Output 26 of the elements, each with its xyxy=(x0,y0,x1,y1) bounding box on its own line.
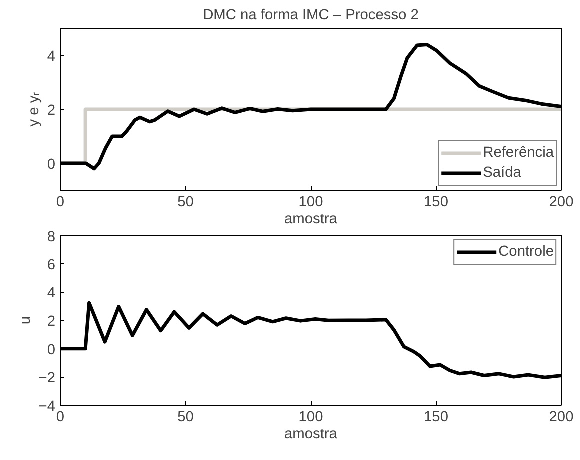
x-tick-label: 100 xyxy=(298,194,324,210)
x-tick-label: 50 xyxy=(178,194,194,210)
y-axis-title: u xyxy=(18,316,34,325)
x-tick-label: 150 xyxy=(424,194,448,210)
y-tick-label: 8 xyxy=(47,230,56,246)
y-tick-label: −4 xyxy=(38,399,56,415)
x-tick-label: 150 xyxy=(424,410,448,426)
legend-label: Saída xyxy=(483,165,522,181)
y-tick-label: 6 xyxy=(47,257,56,274)
y-tick-label: 4 xyxy=(47,49,56,65)
y-axis-title: y e yᵣ xyxy=(26,92,42,127)
legend-label: Controle xyxy=(498,244,554,260)
x-tick-label: 200 xyxy=(549,410,574,426)
y-tick-label: 4 xyxy=(47,286,56,302)
x-tick-label: 50 xyxy=(178,410,194,426)
y-tick-label: 2 xyxy=(47,103,56,119)
y-tick-label: 0 xyxy=(47,157,56,173)
y-tick-label: −2 xyxy=(38,370,56,387)
x-axis-title: amostra xyxy=(284,426,338,442)
x-tick-label: 200 xyxy=(549,194,574,210)
x-tick-label: 100 xyxy=(298,410,324,426)
y-tick-label: 0 xyxy=(47,342,56,358)
y-tick-label: 2 xyxy=(47,314,56,330)
legend-label: Referência xyxy=(483,145,554,161)
x-axis-title: amostra xyxy=(284,212,338,228)
chart-title: DMC na forma IMC – Processo 2 xyxy=(203,8,419,24)
